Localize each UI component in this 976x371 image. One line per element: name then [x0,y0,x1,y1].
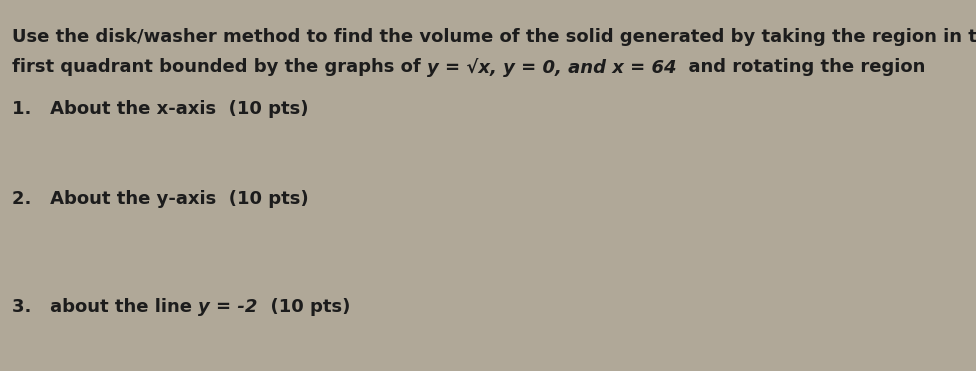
Text: first quadrant bounded by the graphs of: first quadrant bounded by the graphs of [12,58,427,76]
Text: (10 pts): (10 pts) [258,298,350,316]
Text: 1.   About the x-axis  (10 pts): 1. About the x-axis (10 pts) [12,100,308,118]
Text: 3.   about the line: 3. about the line [12,298,198,316]
Text: y = √x, y = 0, and x = 64: y = √x, y = 0, and x = 64 [427,58,676,77]
Text: and rotating the region: and rotating the region [676,58,926,76]
Text: 2.   About the y-axis  (10 pts): 2. About the y-axis (10 pts) [12,190,308,208]
Text: y = -2: y = -2 [198,298,258,316]
Text: Use the disk/washer method to find the volume of the solid generated by taking t: Use the disk/washer method to find the v… [12,28,976,46]
